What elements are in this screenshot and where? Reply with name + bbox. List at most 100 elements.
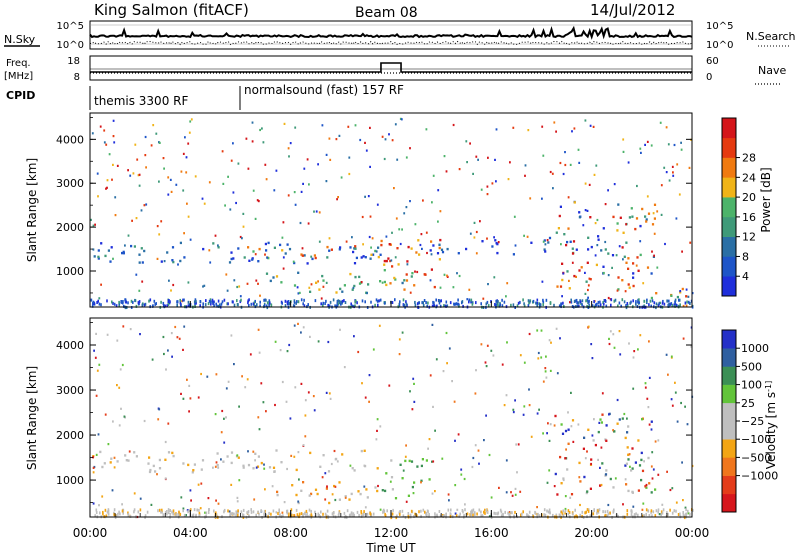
velocity-cell [685, 508, 687, 512]
velocity-cell [199, 507, 202, 510]
power-cell [288, 155, 290, 158]
power-cell [251, 121, 254, 124]
power-cell [330, 248, 333, 251]
power-cell [469, 232, 472, 235]
velocity-cell [116, 384, 118, 387]
velocity-cell [146, 510, 149, 514]
power-cell [396, 247, 399, 250]
velocity-cell [206, 375, 209, 378]
power-cell [487, 283, 489, 286]
power-colorbar-cell [722, 276, 736, 297]
velocity-cell [632, 356, 635, 359]
power-cell [374, 249, 377, 253]
power-cell [188, 303, 191, 307]
power-cell [349, 246, 352, 249]
power-cell [439, 304, 442, 308]
power-cell [446, 275, 449, 278]
velocity-cell [567, 509, 570, 513]
power-cell [395, 217, 398, 220]
velocity-cell [477, 449, 480, 452]
power-cell [155, 132, 158, 135]
velocity-cell [454, 439, 456, 442]
velocity-cell [295, 508, 298, 512]
velocity-cell [254, 459, 256, 462]
power-cell [651, 250, 653, 253]
velocity-cell [405, 500, 408, 503]
power-cell [432, 174, 435, 177]
power-cell [614, 298, 617, 302]
velocity-cell [326, 485, 328, 488]
power-cell [341, 290, 344, 293]
power-cell [248, 259, 251, 262]
power-cell [204, 303, 207, 307]
power-cell [383, 280, 386, 284]
power-cell [282, 267, 285, 270]
power-cell [660, 184, 663, 187]
velocity-cell [178, 510, 180, 514]
velocity-cell [538, 514, 541, 518]
power-cell [507, 178, 510, 181]
power-cell [338, 248, 341, 251]
velocity-cell [639, 334, 642, 337]
power-cell [112, 163, 114, 166]
power-cell [166, 304, 168, 308]
velocity-cell [522, 413, 525, 416]
velocity-cell [597, 430, 600, 434]
velocity-cell [528, 388, 530, 391]
velocity-cell [448, 347, 451, 350]
power-cell [602, 227, 605, 230]
power-cell [183, 298, 185, 302]
velocity-cell [428, 478, 431, 481]
velocity-cell [587, 428, 590, 431]
velocity-cell [348, 513, 351, 517]
velocity-cell [305, 514, 307, 518]
velocity-cell [198, 508, 200, 512]
velocity-cell [174, 325, 177, 329]
velocity-cell [283, 501, 286, 504]
velocity-cell [122, 325, 125, 328]
power-cell [318, 211, 321, 214]
velocity-cell [190, 499, 192, 502]
power-cell [571, 247, 574, 250]
velocity-cell [457, 433, 460, 436]
velocity-cell [627, 453, 630, 456]
power-cell [111, 178, 113, 181]
power-cell [622, 231, 625, 234]
velocity-cell [328, 501, 331, 505]
power-cell [571, 252, 575, 255]
power-cell [97, 255, 100, 259]
velocity-cell [455, 514, 458, 518]
power-cell [665, 126, 668, 129]
power-cell [637, 300, 639, 304]
range-tick-label: 3000 [56, 384, 84, 397]
velocity-cell [652, 510, 655, 514]
velocity-cell [118, 424, 121, 427]
power-cell [232, 142, 234, 145]
velocity-cell [242, 508, 245, 512]
velocity-cell [454, 484, 457, 487]
velocity-cell [640, 451, 643, 455]
velocity-cell [601, 392, 604, 395]
power-cell [135, 273, 138, 276]
velocity-cell [594, 443, 597, 447]
velocity-cell [288, 343, 291, 347]
power-cell [403, 279, 406, 282]
power-cell [422, 199, 424, 202]
velocity-cell [135, 455, 138, 458]
power-cell [381, 135, 384, 138]
velocity-cell [247, 510, 250, 514]
velocity-cell [514, 399, 516, 402]
power-cell [559, 205, 562, 208]
velocity-colorbar-cell [722, 402, 736, 422]
velocity-cell [537, 351, 540, 355]
power-cell [607, 274, 610, 277]
power-cell [455, 302, 458, 306]
power-cell [230, 159, 233, 162]
velocity-cell [589, 487, 592, 490]
power-cell [265, 304, 268, 308]
power-cell [409, 147, 411, 150]
velocity-cell [623, 412, 626, 416]
power-cell [579, 300, 582, 304]
power-cell [569, 240, 572, 243]
velocity-cell [390, 476, 394, 479]
